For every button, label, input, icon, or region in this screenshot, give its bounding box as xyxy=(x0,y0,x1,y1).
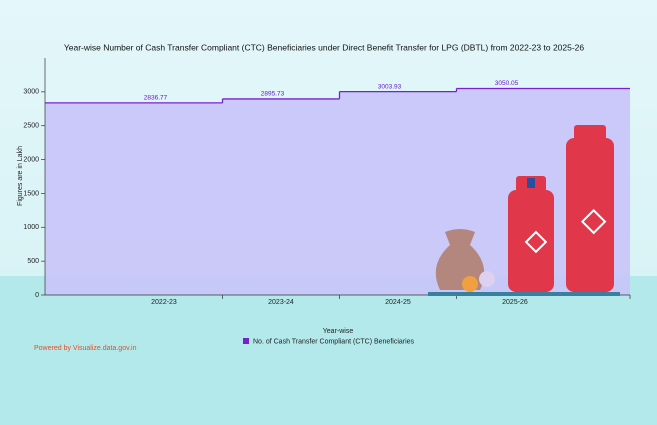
legend-swatch xyxy=(243,338,249,344)
y-tick-label: 500 xyxy=(27,258,39,265)
data-label: 2836.77 xyxy=(144,95,168,102)
area xyxy=(45,88,630,295)
x-tick-label: 2023-24 xyxy=(268,299,294,306)
hazard-sign xyxy=(580,208,607,235)
plot: 2836.77 2895.73 3003.93 3050.05 No. of Cash … xyxy=(23,58,631,345)
coin xyxy=(462,276,478,292)
x-axis-title: Year-wise xyxy=(323,328,354,335)
legend-label: No. of Cash Transfer Compliant (CTC) Ben… xyxy=(253,338,415,345)
data-label: 2895.73 xyxy=(261,91,285,98)
y-tick-label: 0 xyxy=(35,292,39,299)
decoration xyxy=(428,125,620,296)
credit: Powered by Visualize.data.gov.in xyxy=(34,345,137,352)
y-tick-label: 1000 xyxy=(23,224,39,231)
data-label: 3003.93 xyxy=(378,83,402,90)
shelf xyxy=(428,292,620,296)
chart-title: Year-wise Number of Cash Transfer Compli… xyxy=(64,42,585,52)
coin xyxy=(479,271,495,287)
y-axis-title: Figures are in Lakh xyxy=(17,146,24,206)
money-bag xyxy=(435,229,485,290)
x-tick-label: 2022-23 xyxy=(151,299,177,306)
valve xyxy=(527,178,535,188)
ground-band xyxy=(0,276,657,425)
cylinder-top xyxy=(574,125,606,140)
hazard-sign xyxy=(524,230,548,254)
x-tick-label: 2025-26 xyxy=(502,299,528,306)
cylinder xyxy=(508,190,554,292)
y-tick-label: 2000 xyxy=(23,156,39,163)
x-tick-label: 2024-25 xyxy=(385,299,411,306)
y-tick-label: 2500 xyxy=(23,123,39,130)
y-tick-label: 3000 xyxy=(23,89,39,96)
data-label: 3050.05 xyxy=(495,80,519,87)
y-tick-label: 1500 xyxy=(23,190,39,197)
